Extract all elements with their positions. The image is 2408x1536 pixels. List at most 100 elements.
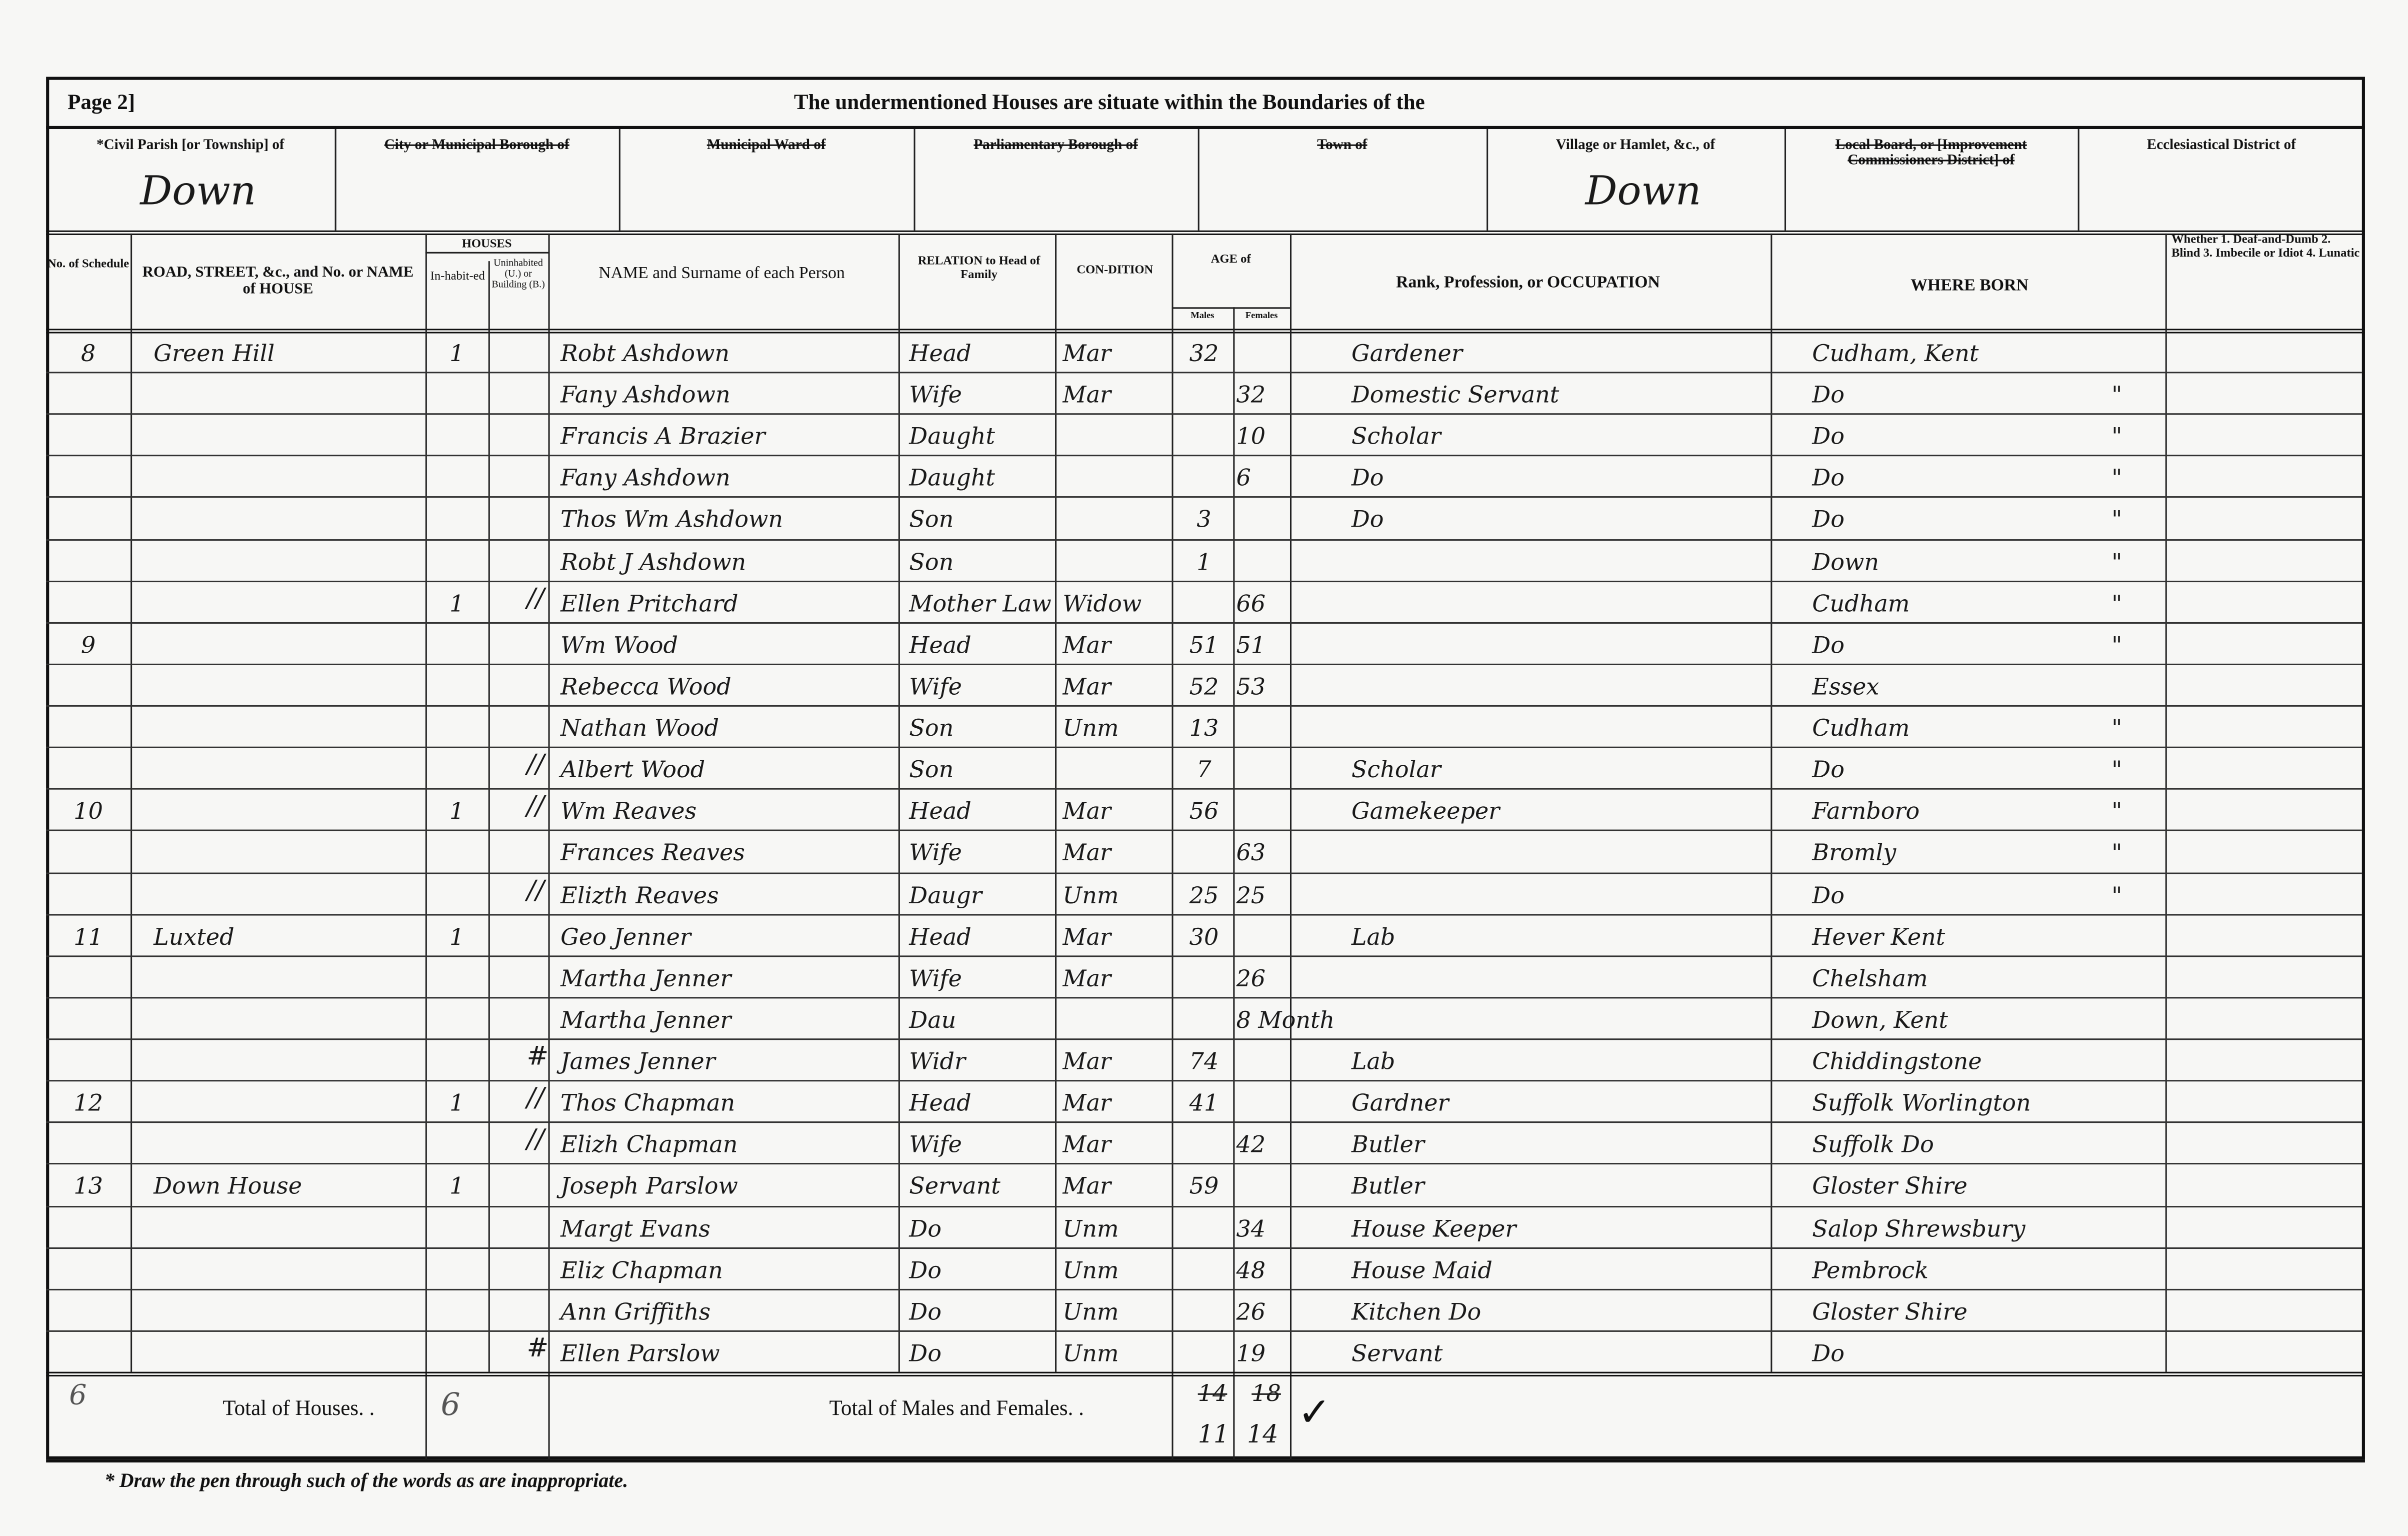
cell-female (1236, 497, 1298, 539)
cell-born: Do (1812, 506, 1844, 534)
table-row: 10 1 Wm Reaves Head Mar 56 Gamekeeper Farnboro "… (0, 789, 2408, 830)
cell-condition: Mar (1062, 1089, 1112, 1117)
cell-female: 66 (1236, 589, 1266, 617)
column-rule (898, 233, 900, 1372)
cell-condition: Mar (1062, 1047, 1112, 1076)
cell-female: 25 (1236, 881, 1266, 909)
cell-born: Chelsham (1812, 964, 1928, 992)
cell-name: Ann Griffiths (560, 1297, 711, 1325)
cell-relation: Wife (909, 839, 962, 867)
cell-condition (1062, 455, 1170, 497)
cell-ditto (2112, 1080, 2158, 1122)
table-row: Ann Griffiths Do Unm 26 Kitchen Do Gloster Sh… (0, 1288, 2408, 1330)
cell-occupation: Butler (1351, 1172, 1424, 1200)
cell-inhabited: 1 (450, 922, 464, 951)
cell-condition: Unm (1062, 1297, 1119, 1325)
cell-occupation (1352, 955, 1766, 997)
cell-ditto (2112, 1122, 2158, 1163)
cell-born: Suffolk Do (1812, 1131, 1934, 1159)
cell-inhabited (426, 1122, 488, 1163)
cell-female (1236, 330, 1298, 372)
cell-name: Albert Wood (560, 756, 706, 784)
cell-schedule (46, 1038, 130, 1080)
cell-occupation (1352, 580, 1766, 622)
table-row: Ellen Parslow Do Unm 19 Servant Do # (0, 1330, 2408, 1371)
cell-name: Elizh Chapman (560, 1131, 738, 1159)
enumerator-mark: // (526, 1083, 544, 1114)
cell-relation: Daugr (909, 881, 982, 909)
cell-female (1236, 539, 1298, 580)
cell-name: Wm Wood (560, 631, 678, 659)
divider (334, 129, 336, 231)
cell-female: 10 (1236, 423, 1266, 451)
row-rule (46, 1121, 2362, 1124)
cell-condition: Mar (1062, 673, 1112, 701)
cell-female (1236, 913, 1298, 955)
row-rule (46, 413, 2362, 415)
cell-name: Rebecca Wood (560, 673, 732, 701)
cell-ditto: " (2112, 589, 2122, 617)
cell-male: 59 (1189, 1172, 1219, 1200)
cell-road (154, 1205, 422, 1247)
cell-road: Green Hill (154, 339, 275, 368)
cell-relation: Head (909, 922, 972, 951)
col-header-name: NAME and Surname of each Person (598, 264, 845, 283)
cell-male: 74 (1189, 1047, 1219, 1076)
cell-relation: Wife (909, 1131, 962, 1159)
row-rule (46, 1163, 2362, 1165)
divider (1486, 129, 1488, 231)
cell-female: 26 (1236, 964, 1266, 992)
cell-inhabited (426, 997, 488, 1038)
table-row: James Jenner Widr Mar 74 Lab Chiddingstone # (0, 1038, 2408, 1080)
col-header-houses: HOUSES (425, 237, 548, 254)
cell-ditto: " (2112, 464, 2122, 492)
cell-inhabited (426, 1038, 488, 1080)
column-rule (488, 261, 490, 1372)
cell-road (154, 955, 422, 997)
cell-road (154, 997, 422, 1038)
row-rule (46, 372, 2362, 374)
cell-name: Fany Ashdown (560, 464, 730, 492)
divider (46, 126, 2365, 129)
cell-occupation: House Keeper (1351, 1214, 1516, 1242)
cell-inhabited (426, 872, 488, 913)
cell-inhabited (426, 1288, 488, 1330)
enumerator-mark: # (526, 1041, 549, 1072)
cell-born: Hever Kent (1812, 922, 1946, 951)
cell-inhabited: 1 (450, 1172, 464, 1200)
cell-occupation: Do (1351, 506, 1384, 534)
row-rule (46, 872, 2362, 874)
cell-male: 1 (1196, 548, 1212, 576)
cell-occupation (1352, 622, 1766, 663)
cell-schedule (46, 539, 130, 580)
cell-relation: Do (909, 1256, 942, 1284)
cell-born: Down, Kent (1812, 1006, 1948, 1034)
cell-road (154, 580, 422, 622)
cell-name: Margt Evans (560, 1214, 710, 1242)
cell-born: Do (1812, 423, 1844, 451)
district-label: Ecclesiastical District of (2146, 138, 2296, 154)
cell-ditto: " (2112, 881, 2122, 909)
column-rule (1770, 233, 1772, 1372)
row-rule (46, 997, 2362, 999)
cell-ditto (2112, 1205, 2158, 1247)
cell-name: Geo Jenner (560, 922, 691, 951)
cell-road (154, 1080, 422, 1122)
cell-born: Do (1812, 464, 1844, 492)
cell-schedule (46, 1288, 130, 1330)
cell-male: 3 (1196, 506, 1212, 534)
cell-road: Luxted (154, 922, 234, 951)
col-header-infirmity: Whether 1. Deaf-and-Dumb 2. Blind 3. Imb… (2171, 232, 2360, 260)
check-mark-icon: ✓ (1298, 1390, 1332, 1435)
cell-male: 30 (1189, 922, 1219, 951)
cell-schedule (46, 1247, 130, 1288)
cell-ditto: " (2112, 756, 2122, 784)
total-males-struck: 14 (1198, 1379, 1228, 1407)
cell-male: 52 (1189, 673, 1219, 701)
cell-born: Farnboro (1812, 798, 1920, 826)
cell-name: Wm Reaves (560, 798, 697, 826)
cell-road (154, 664, 422, 705)
cell-male (1175, 1330, 1234, 1371)
cell-male (1175, 414, 1234, 455)
divider (914, 129, 916, 231)
